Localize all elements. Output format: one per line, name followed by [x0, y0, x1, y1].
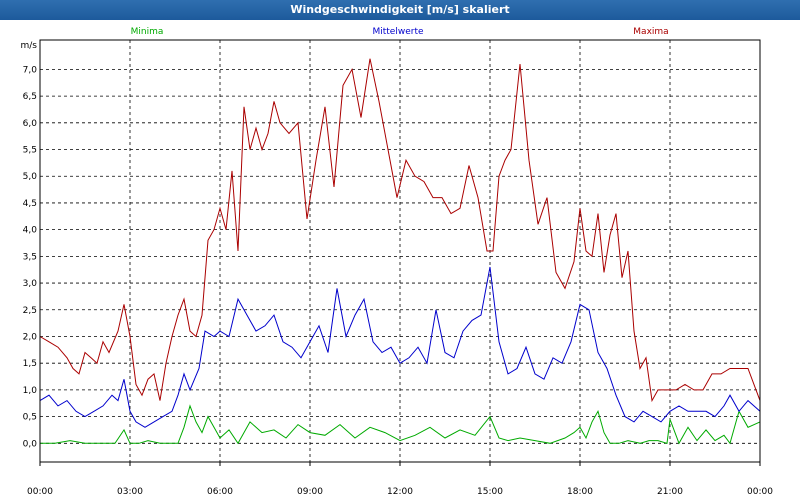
y-tick-label: 3,0: [23, 279, 38, 289]
chart-series: [39, 58, 761, 445]
y-tick-label: 5,5: [23, 146, 37, 156]
chart-labels: 0,0 0,5 1,0 1,5 2,0 2,5 3,0 3,5 4,0 4,5 5,0 5,5 6,0 6…: [21, 27, 774, 497]
legend-minima: Minima: [131, 27, 164, 37]
y-tick-label: 1,5: [23, 359, 37, 369]
plot-frame: [39, 39, 761, 463]
x-tick-time: 15:00: [477, 487, 503, 497]
chart-area: 0,0 0,5 1,0 1,5 2,0 2,5 3,0 3,5 4,0 4,5 5,0 5,5 6,0 6…: [21, 27, 774, 497]
legend-mittelwerte: Mittelwerte: [372, 27, 423, 37]
x-tick-time: 12:00: [387, 487, 413, 497]
series-line-maxima: [39, 58, 761, 403]
y-tick-label: 7,0: [23, 65, 38, 75]
y-axis-label: m/s: [21, 41, 38, 51]
legend-maxima: Maxima: [633, 27, 668, 37]
y-tick-label: 0,5: [23, 413, 37, 423]
chart-axes: [39, 39, 761, 466]
y-tick-label: 3,5: [23, 252, 37, 262]
x-tick-time: 00:00: [747, 487, 773, 497]
y-tick-label: 2,0: [23, 332, 38, 342]
y-tick-label: 6,5: [23, 92, 37, 102]
x-tick-time: 06:00: [207, 487, 233, 497]
y-tick-label: 4,5: [23, 199, 37, 209]
window-title: Windgeschwindigkeit [m/s] skaliert: [0, 0, 800, 20]
y-tick-label: 2,5: [23, 306, 37, 316]
x-tick-time: 00:00: [27, 487, 53, 497]
x-tick-time: 09:00: [297, 487, 323, 497]
y-tick-label: 1,0: [23, 386, 38, 396]
x-tick-time: 03:00: [117, 487, 143, 497]
x-tick-time: 18:00: [567, 487, 593, 497]
y-tick-label: 5,0: [23, 172, 38, 182]
series-line-mittelwerte: [39, 266, 761, 428]
series-line-minima: [40, 404, 761, 445]
x-tick-time: 21:00: [657, 487, 683, 497]
y-tick-label: 6,0: [23, 119, 38, 129]
y-tick-label: 4,0: [23, 226, 38, 236]
y-tick-label: 0,0: [23, 439, 38, 449]
